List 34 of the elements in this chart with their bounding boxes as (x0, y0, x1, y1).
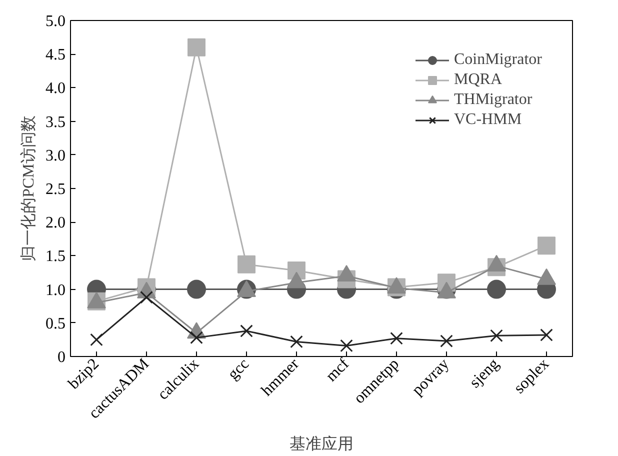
point (440, 334, 453, 348)
legend-label: THMigrator (454, 91, 532, 109)
point (290, 335, 303, 348)
y-axis-title: 归一化的PCM访问数 (20, 116, 38, 262)
point (538, 236, 556, 255)
y-tick-label: 3.0 (46, 147, 66, 164)
x-axis-title: 基准应用 (290, 435, 354, 454)
x-tick-label: gcc (224, 355, 253, 384)
y-tick-label: 3.5 (46, 114, 66, 131)
point (340, 339, 353, 352)
point (487, 280, 506, 299)
point (188, 38, 206, 56)
legend-label: VC-HMM (454, 111, 522, 129)
x-tick-label: mcf (322, 355, 353, 386)
y-tick-label: 4.0 (46, 80, 66, 98)
legend-label: MQRA (454, 71, 502, 89)
legend-label: CoinMigrator (454, 51, 542, 69)
y-tick-label: 1.5 (46, 248, 66, 266)
y-tick-label: 2.0 (46, 214, 66, 232)
point (90, 333, 103, 346)
point (390, 332, 403, 345)
y-tick-label: 0 (58, 349, 66, 366)
y-tick-label: 1.0 (46, 282, 66, 299)
point (238, 255, 256, 274)
y-tick-label: 0.5 (46, 315, 66, 332)
y-tick-label: 2.5 (46, 181, 66, 198)
point (490, 329, 503, 342)
y-tick-label: 5.0 (46, 13, 66, 30)
point (190, 331, 203, 344)
point (140, 290, 153, 304)
point (240, 324, 253, 338)
y-tick-label: 4.5 (46, 46, 66, 64)
point (187, 280, 206, 299)
point (540, 328, 553, 342)
